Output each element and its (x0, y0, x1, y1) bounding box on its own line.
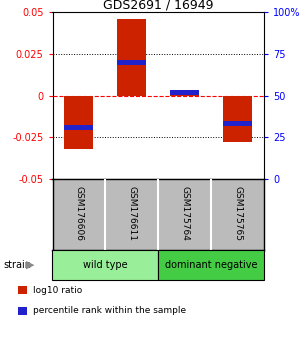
Text: GSM175764: GSM175764 (180, 186, 189, 241)
Text: wild type: wild type (83, 259, 128, 270)
Text: GSM176611: GSM176611 (127, 186, 136, 241)
Bar (64, 96, 94, 149)
Bar (158, 250, 264, 280)
Text: strain: strain (3, 259, 31, 270)
Bar (18, 307, 27, 315)
Title: GDS2691 / 16949: GDS2691 / 16949 (103, 0, 214, 11)
Bar (117, 60, 146, 65)
Text: GSM176606: GSM176606 (74, 186, 83, 241)
Bar (64, 125, 94, 130)
Text: GSM175765: GSM175765 (233, 186, 242, 241)
Bar (170, 90, 199, 95)
Bar (18, 286, 27, 294)
Text: dominant negative: dominant negative (165, 259, 257, 270)
Text: ▶: ▶ (26, 259, 34, 270)
Text: percentile rank within the sample: percentile rank within the sample (33, 306, 186, 315)
Bar (170, 91, 199, 96)
Bar (223, 121, 252, 126)
Text: log10 ratio: log10 ratio (33, 286, 82, 295)
Bar (117, 19, 146, 96)
Bar (223, 96, 252, 142)
Bar (52, 250, 158, 280)
